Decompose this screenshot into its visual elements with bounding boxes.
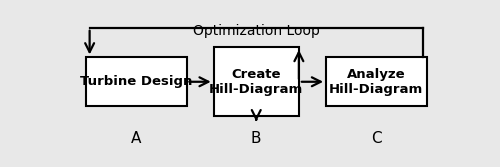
Text: C: C <box>371 131 382 146</box>
Text: B: B <box>251 131 262 146</box>
FancyBboxPatch shape <box>86 57 186 106</box>
Text: A: A <box>131 131 141 146</box>
FancyBboxPatch shape <box>214 47 299 117</box>
Text: Create
Hill-Diagram: Create Hill-Diagram <box>209 68 304 96</box>
Text: Analyze
Hill-Diagram: Analyze Hill-Diagram <box>329 68 424 96</box>
FancyBboxPatch shape <box>326 57 427 106</box>
Text: Optimization Loop: Optimization Loop <box>193 24 320 38</box>
Text: Turbine Design: Turbine Design <box>80 75 192 88</box>
